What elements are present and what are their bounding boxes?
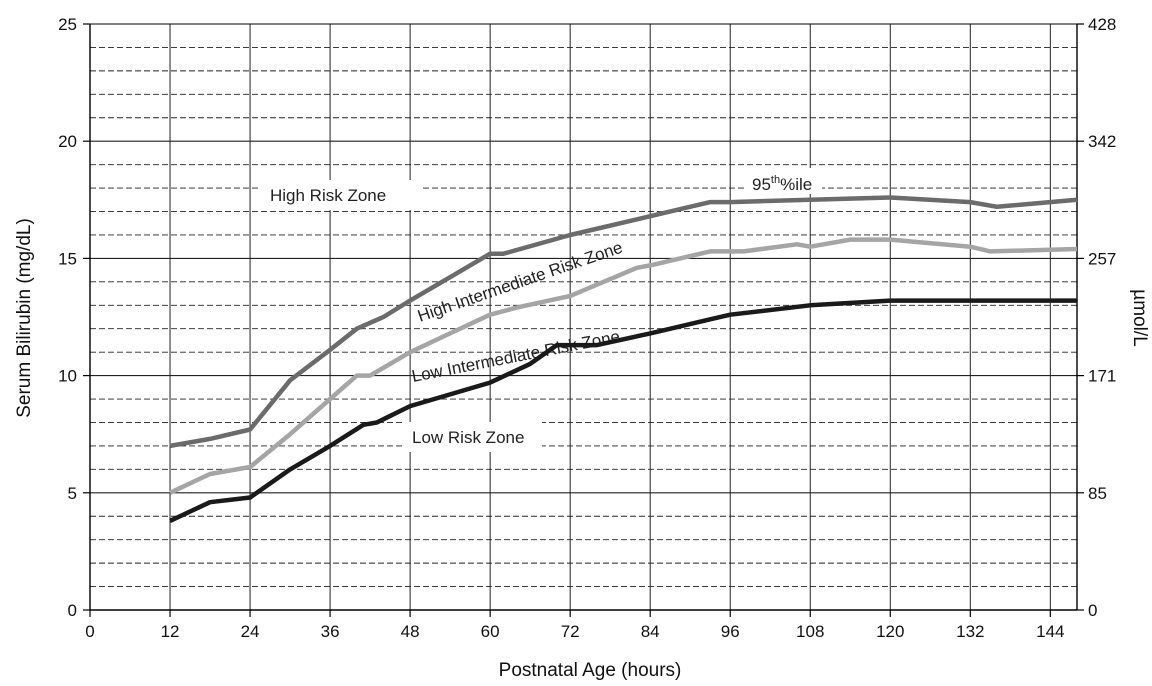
series: [169, 195, 1078, 523]
grid: [90, 24, 1077, 610]
y-tick-label: 5: [68, 484, 77, 503]
high-risk-zone-label: High Risk Zone: [270, 186, 386, 205]
x-tick-label: 12: [161, 622, 180, 641]
x-tick-label: 144: [1036, 622, 1064, 641]
y-axis-label: Serum Bilirubin (mg/dL): [14, 218, 35, 418]
x-tick-label: 120: [876, 622, 904, 641]
low-risk-zone-label-bg: [404, 422, 542, 452]
percentile-label-bg: [744, 168, 822, 194]
y-tick-label: 15: [58, 249, 77, 268]
x-tick-label: 72: [561, 622, 580, 641]
y2-tick-label: 428: [1088, 15, 1116, 34]
y-tick-label: 25: [58, 15, 77, 34]
x-tick-label: 24: [241, 622, 260, 641]
x-tick-label: 0: [85, 622, 94, 641]
y2-tick-label: 257: [1088, 249, 1116, 268]
x-tick-label: 132: [956, 622, 984, 641]
x-axis-label: Postnatal Age (hours): [499, 660, 682, 681]
series-line-95th-ile: [169, 195, 1078, 449]
y2-tick-label: 0: [1088, 601, 1097, 620]
y-tick-label: 0: [68, 601, 77, 620]
axes: 0 12 24 36 48 60 72 84 96 108 120 132 144 0 5 10 15 20 25 0…: [58, 15, 1116, 641]
y-tick-label: 10: [58, 367, 77, 386]
x-tick-label: 36: [321, 622, 340, 641]
x-tick-label: 96: [721, 622, 740, 641]
x-tick-label: 84: [641, 622, 660, 641]
y-tick-label: 20: [58, 132, 77, 151]
series-line-low-intermediate: [169, 298, 1077, 523]
y2-tick-label: 171: [1088, 367, 1116, 386]
high-risk-zone-label-bg: [258, 180, 423, 210]
percentile-95-label: 95th%ile: [752, 174, 812, 194]
y2-axis-label: µmol/L: [1129, 289, 1150, 346]
y2-tick-label: 85: [1088, 484, 1107, 503]
x-tick-label: 60: [481, 622, 500, 641]
x-tick-label: 48: [401, 622, 420, 641]
x-tick-label: 108: [796, 622, 824, 641]
y2-tick-label: 342: [1088, 132, 1116, 151]
low-risk-zone-label: Low Risk Zone: [412, 428, 524, 447]
series-line-high-intermediate: [169, 237, 1078, 495]
